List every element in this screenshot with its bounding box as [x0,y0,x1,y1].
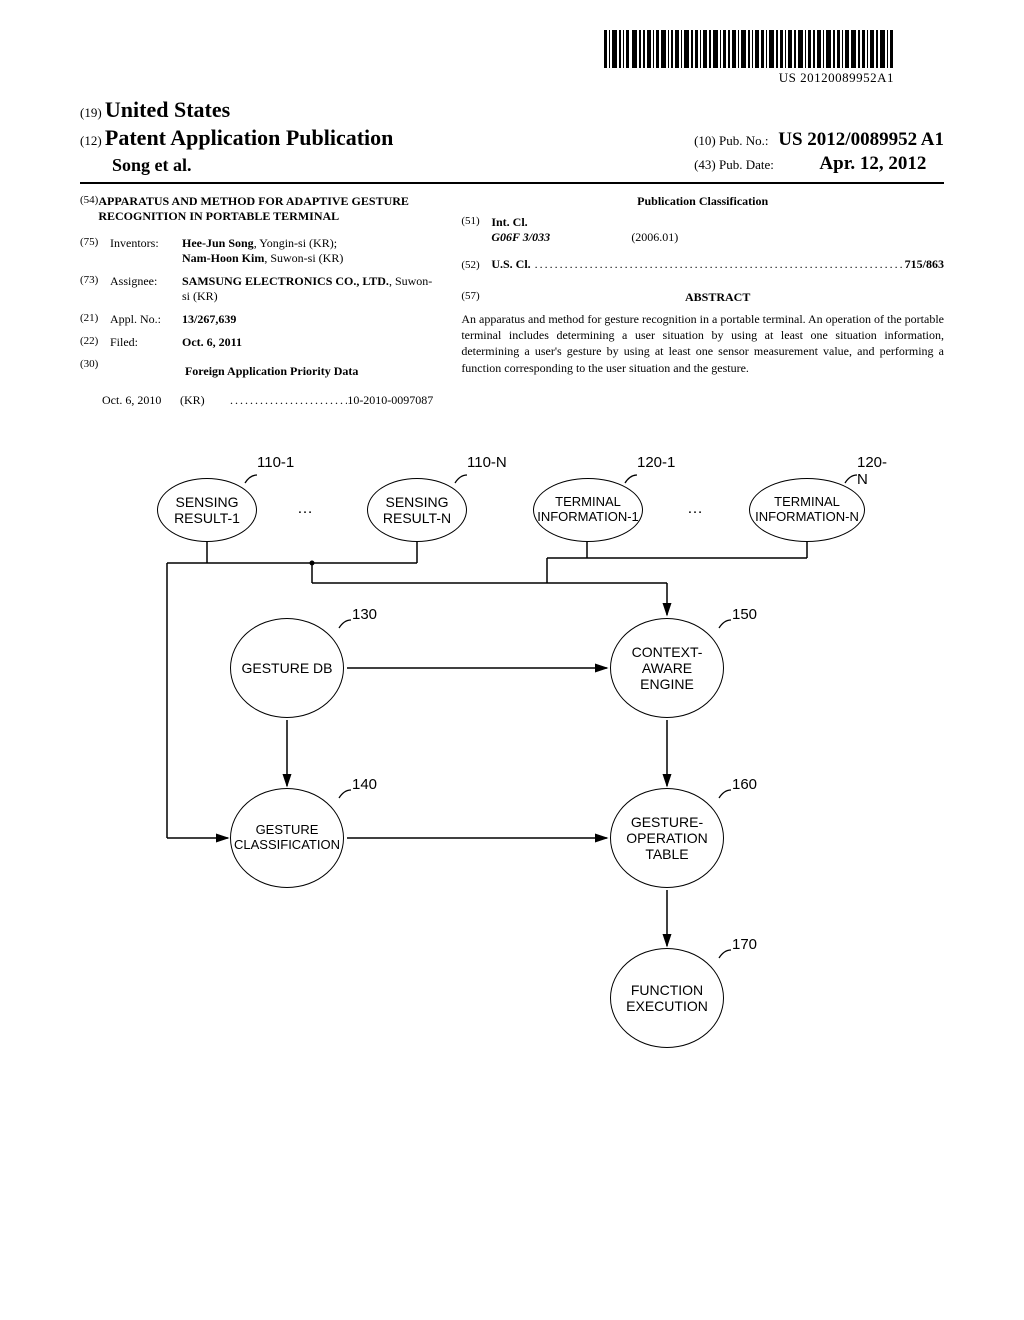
ref-160: 160 [732,776,757,793]
foreign-country: (KR) [180,393,230,408]
intcl-label: Int. Cl. [491,215,944,230]
assignee-name: SAMSUNG ELECTRONICS CO., LTD. [182,274,389,288]
assignee-label: Assignee: [110,274,182,304]
pubno: US 2012/0089952 A1 [778,129,944,150]
dotted-leader: .............................. [230,393,347,408]
field-30-num: (30) [80,358,110,385]
pubdate-label: Pub. Date: [719,157,774,172]
foreign-priority-heading: Foreign Application Priority Data [110,364,433,379]
assignee-value: SAMSUNG ELECTRONICS CO., LTD., Suwon-si … [182,274,433,304]
node-sensing-1: SENSING RESULT-1 [157,478,257,542]
abstract-text: An apparatus and method for gesture reco… [461,311,944,376]
field-57-num: (57) [461,290,491,305]
ref-150: 150 [732,606,757,623]
node-gesture-classification: GESTURE CLASSIFICATION [230,788,344,888]
inventor-2-loc: , Suwon-si (KR) [264,251,343,265]
node-gesture-db: GESTURE DB [230,618,344,718]
pubdate: Apr. 12, 2012 [819,153,926,174]
field-52-num: (52) [461,259,491,271]
uscl-value: 715/863 [905,257,944,272]
figure-diagram: SENSING RESULT-1 110-1 … SENSING RESULT-… [147,448,877,1078]
uscl-label: U.S. Cl. [491,257,530,272]
invention-title: APPARATUS AND METHOD FOR ADAPTIVE GESTUR… [98,194,433,224]
field-75-num: (75) [80,236,110,266]
ref-140: 140 [352,776,377,793]
field-51-num: (51) [461,215,491,230]
publication-header: (19) United States (12) Patent Applicati… [80,97,944,184]
ref-110-1: 110-1 [257,454,294,471]
ref-120-n: 120-N [857,454,887,488]
ref-110-n: 110-N [467,454,507,471]
ellipsis-icon: … [297,500,313,518]
filed-label: Filed: [110,335,182,350]
ellipsis-icon: … [687,500,703,518]
inventor-1-name: Hee-Jun Song [182,236,254,250]
bibliographic-columns: (54) APPARATUS AND METHOD FOR ADAPTIVE G… [80,194,944,408]
node-sensing-n: SENSING RESULT-N [367,478,467,542]
dotted-leader: ........................................… [535,257,905,272]
country: United States [105,97,230,122]
foreign-app-number: 10-2010-0097087 [347,393,433,408]
applno-value: 13/267,639 [182,312,236,326]
code-12: (12) [80,133,102,148]
code-10: (10) [694,133,716,148]
code-43: (43) [694,157,716,172]
field-73-num: (73) [80,274,110,304]
inventor-1-loc: , Yongin-si (KR); [254,236,337,250]
node-context-engine: CONTEXT- AWARE ENGINE [610,618,724,718]
field-22-num: (22) [80,335,110,350]
foreign-priority-row: Oct. 6, 2010 (KR) ......................… [80,393,433,408]
intcl-version: (2006.01) [631,230,678,245]
ref-120-1: 120-1 [637,454,675,471]
pub-type: Patent Application Publication [105,125,393,150]
applno-label: Appl. No.: [110,312,182,327]
header-authors: Song et al. [112,155,393,176]
classification-heading: Publication Classification [461,194,944,209]
field-21-num: (21) [80,312,110,327]
foreign-date: Oct. 6, 2010 [80,393,180,408]
node-function-execution: FUNCTION EXECUTION [610,948,724,1048]
intcl-code: G06F 3/033 [491,230,631,245]
node-terminal-1: TERMINAL INFORMATION-1 [533,478,643,542]
barcode: US 20120089952A1 [604,30,894,86]
diagram-connectors [147,448,877,1078]
inventors-value: Hee-Jun Song, Yongin-si (KR); Nam-Hoon K… [182,236,433,266]
ref-130: 130 [352,606,377,623]
barcode-text: US 20120089952A1 [604,70,894,86]
ref-170: 170 [732,936,757,953]
pubno-label: Pub. No.: [719,133,768,148]
node-gesture-operation-table: GESTURE- OPERATION TABLE [610,788,724,888]
abstract-heading: ABSTRACT [491,290,944,305]
filed-value: Oct. 6, 2011 [182,335,242,349]
field-54-num: (54) [80,194,98,224]
inventor-2-name: Nam-Hoon Kim [182,251,264,265]
barcode-block: US 20120089952A1 [80,30,944,87]
inventors-label: Inventors: [110,236,182,266]
node-terminal-n: TERMINAL INFORMATION-N [749,478,865,542]
code-19: (19) [80,105,102,120]
